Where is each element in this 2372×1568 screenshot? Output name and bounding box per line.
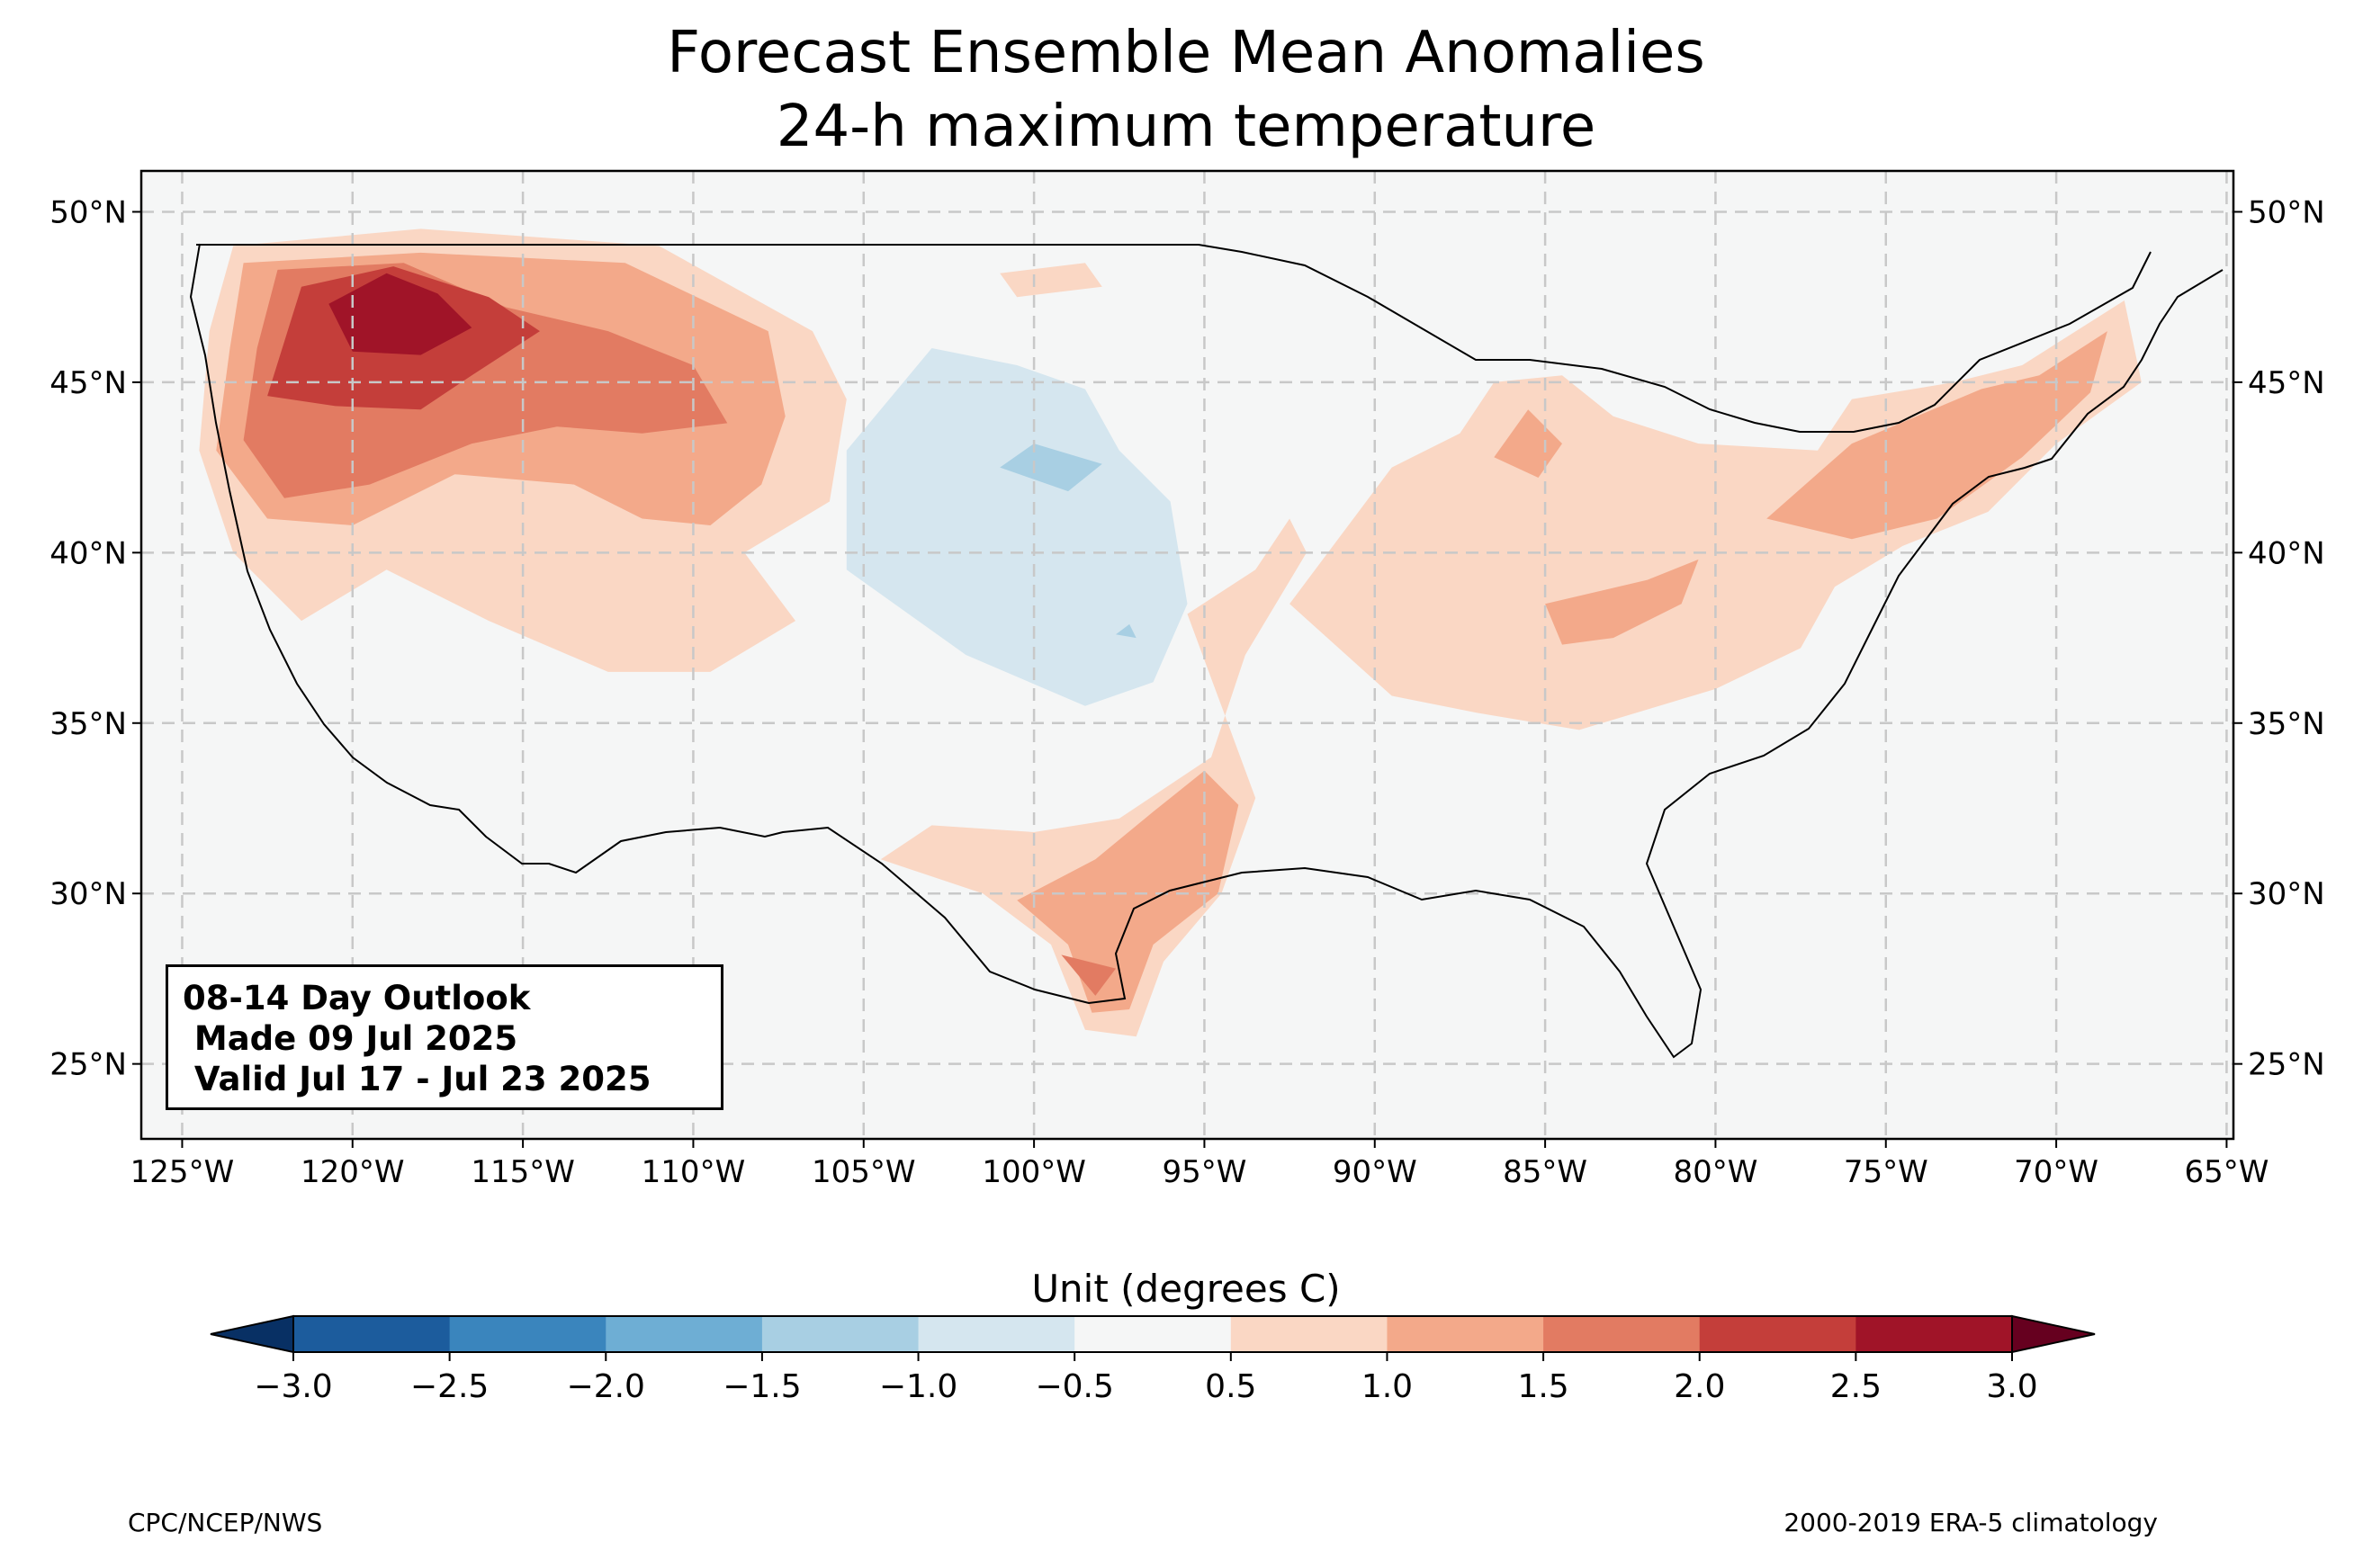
- outlook-info-box: 08-14 Day Outlook Made 09 Jul 2025 Valid…: [166, 964, 723, 1110]
- colorbar-tick-label: −1.5: [723, 1368, 801, 1405]
- lon-tick-label: 90°W: [1333, 1154, 1417, 1190]
- lon-tick-label: 125°W: [130, 1154, 235, 1190]
- borders: [189, 243, 2224, 1059]
- colorbar-frame: [292, 1315, 2013, 1353]
- anomaly-area-ohio-valley: [1545, 559, 1699, 645]
- colorbar-segment: [449, 1316, 606, 1352]
- lon-tick-label: 75°W: [1844, 1154, 1928, 1190]
- canada-border: [196, 244, 2152, 433]
- lon-tick-label: 80°W: [1673, 1154, 1757, 1190]
- colorbar-over-arrow: [2011, 1314, 2096, 1354]
- lon-tick-label: 65°W: [2184, 1154, 2269, 1190]
- chart-subtitle: 24-h maximum temperature: [776, 94, 1596, 160]
- colorbar-tick-label: 2.0: [1674, 1368, 1725, 1405]
- outlook-made-date: Made 09 Jul 2025: [183, 1019, 518, 1058]
- anomaly-area-texas: [1017, 770, 1239, 1013]
- colorbar-segment: [918, 1316, 1075, 1352]
- anomaly-area-texas: [1061, 954, 1116, 996]
- colorbar-tick-label: −0.5: [1035, 1368, 1113, 1405]
- axis-ticks: 125°W 120°W 115°W 110°W 105°W 100°W 95°W 90°W 85…: [49, 194, 2324, 1190]
- lon-tick-label: 95°W: [1162, 1154, 1246, 1190]
- lon-tick-label: 70°W: [2014, 1154, 2098, 1190]
- chart-title: Forecast Ensemble Mean Anomalies: [667, 20, 1705, 86]
- outlook-period: 08-14 Day Outlook: [183, 979, 531, 1017]
- map-frame: [139, 169, 2235, 1141]
- colorbar-segment: [606, 1316, 763, 1352]
- lat-tick-label-left: 35°N: [49, 706, 127, 742]
- colorbar-under-arrow: [210, 1314, 294, 1354]
- colorbar-segment: [1543, 1316, 1701, 1352]
- lon-tick-label: 85°W: [1503, 1154, 1587, 1190]
- colorbar-tick-label: 0.5: [1205, 1368, 1256, 1405]
- anomaly-area-kansas: [1116, 623, 1137, 639]
- lon-tick-label: 120°W: [301, 1154, 405, 1190]
- lon-tick-label: 110°W: [642, 1154, 746, 1190]
- lon-tick-label: 105°W: [812, 1154, 916, 1190]
- credit-right: 2000-2019 ERA-5 climatology: [1783, 1508, 2158, 1537]
- anomaly-area-central-plains: [1000, 444, 1102, 492]
- credit-left: CPC/NCEP/NWS: [128, 1508, 323, 1537]
- lat-tick-label-right: 35°N: [2248, 706, 2325, 742]
- colorbar-tick-label: −3.0: [254, 1368, 332, 1405]
- colorbar-segment: [1855, 1316, 2013, 1352]
- lat-tick-label-left: 45°N: [49, 365, 127, 401]
- anomaly-area-northern-plains: [1000, 263, 1102, 298]
- anomaly-area-east: [1766, 331, 2107, 540]
- colorbar: −3.0 −2.5 −2.0 −1.5 −1.0 −0.5 0.5 1.0 1.5 2.0 2.5 3…: [210, 1314, 2096, 1405]
- lon-tick-label: 100°W: [982, 1154, 1086, 1190]
- colorbar-tick-label: 1.0: [1361, 1368, 1413, 1405]
- outlook-valid-range: Valid Jul 17 - Jul 23 2025: [183, 1060, 651, 1098]
- colorbar-title: Unit (degrees C): [1031, 1267, 1341, 1311]
- us-coastline: [189, 243, 2224, 1059]
- colorbar-segment: [1699, 1316, 1856, 1352]
- colorbar-segment: [1074, 1316, 1232, 1352]
- lat-tick-label-left: 40°N: [49, 535, 127, 571]
- lat-tick-label-right: 30°N: [2248, 876, 2325, 912]
- lat-tick-label-right: 25°N: [2248, 1047, 2325, 1083]
- lat-tick-label-left: 25°N: [49, 1047, 127, 1083]
- colorbar-segment: [1387, 1316, 1544, 1352]
- anomaly-area-central-plains: [846, 348, 1188, 706]
- gridlines: [141, 171, 2233, 1139]
- colorbar-segment: [1230, 1316, 1388, 1352]
- anomaly-area-northwest: [328, 273, 472, 355]
- colorbar-tick-label: 1.5: [1517, 1368, 1568, 1405]
- colorbar-tick-label: −2.0: [567, 1368, 645, 1405]
- colorbar-tick-label: −2.5: [410, 1368, 489, 1405]
- colorbar-tick-label: 3.0: [1986, 1368, 2037, 1405]
- lat-tick-label-right: 45°N: [2248, 365, 2325, 401]
- lon-tick-label: 115°W: [471, 1154, 575, 1190]
- colorbar-tick-label: −1.0: [879, 1368, 957, 1405]
- lat-tick-label-left: 30°N: [49, 876, 127, 912]
- lat-tick-label-left: 50°N: [49, 194, 127, 230]
- colorbar-segment: [293, 1316, 451, 1352]
- colorbar-tick-label: 2.5: [1830, 1368, 1882, 1405]
- lat-tick-label-right: 40°N: [2248, 535, 2325, 571]
- lat-tick-label-right: 50°N: [2248, 194, 2325, 230]
- colorbar-segment: [761, 1316, 920, 1352]
